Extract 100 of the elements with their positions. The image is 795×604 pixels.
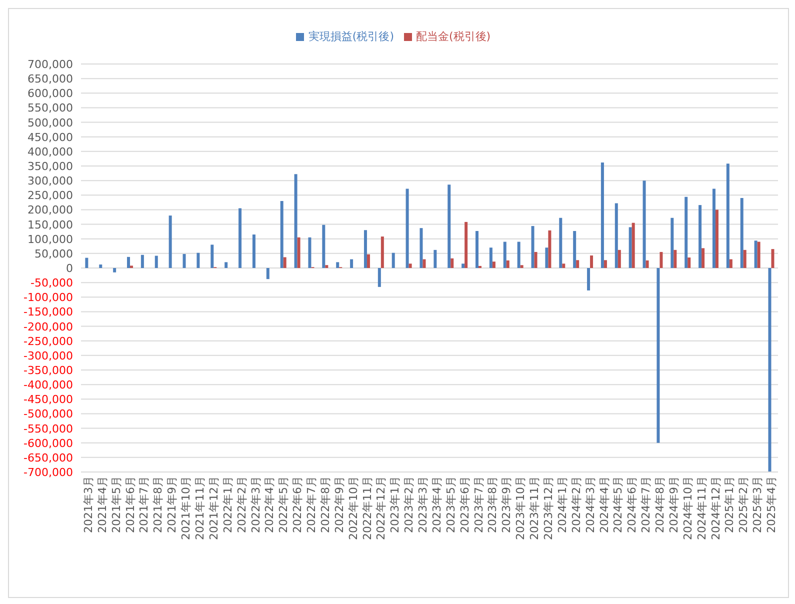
x-tick-label: 2021年7月 xyxy=(138,476,151,533)
x-tick-label: 2023年5月 xyxy=(444,476,458,533)
y-tick-label: 100,000 xyxy=(28,232,73,246)
y-tick-label: 650,000 xyxy=(28,72,73,86)
bar xyxy=(562,264,566,268)
y-tick-label: 150,000 xyxy=(28,218,73,232)
x-tick-label: 2025年2月 xyxy=(737,476,750,533)
x-tick-label: 2023年8月 xyxy=(486,476,500,533)
x-tick-label: 2022年11月 xyxy=(360,476,374,540)
x-tick-label: 2023年3月 xyxy=(416,476,430,533)
y-tick-label: -150,000 xyxy=(24,306,73,319)
y-tick-label: -500,000 xyxy=(24,408,73,421)
bar xyxy=(674,250,677,268)
bar xyxy=(420,228,423,268)
x-tick-label: 2022年9月 xyxy=(332,476,346,533)
y-tick-label: -200,000 xyxy=(24,320,73,334)
y-tick-label: -250,000 xyxy=(24,334,73,348)
bar xyxy=(670,218,674,268)
x-tick-label: 2023年6月 xyxy=(458,476,472,533)
x-tick-label: 2022年5月 xyxy=(277,476,290,533)
bar xyxy=(632,222,635,268)
bar xyxy=(392,252,395,268)
y-tick-label: -450,000 xyxy=(24,393,73,406)
y-tick-label: 300,000 xyxy=(28,174,73,188)
x-tick-label: 2021年8月 xyxy=(152,476,165,533)
bar xyxy=(408,264,412,268)
y-tick-label: -300,000 xyxy=(24,349,73,362)
bar xyxy=(99,264,102,268)
x-tick-label: 2022年3月 xyxy=(249,476,262,533)
x-tick-label: 2022年6月 xyxy=(291,476,304,533)
legend-label: 実現損益(税引後) xyxy=(308,30,394,43)
bar xyxy=(698,205,702,268)
x-tick-label: 2025年4月 xyxy=(765,476,778,533)
bar xyxy=(380,236,384,268)
bar xyxy=(322,224,326,268)
y-tick-label: -550,000 xyxy=(24,422,73,436)
bar xyxy=(576,260,580,268)
bar xyxy=(702,248,705,268)
x-tick-label: 2023年9月 xyxy=(500,476,514,533)
x-tick-label: 2024年5月 xyxy=(612,476,625,533)
legend-label: 配当金(税引後) xyxy=(416,30,491,43)
y-tick-label: -700,000 xyxy=(24,466,73,479)
x-tick-label: 2024年11月 xyxy=(695,476,708,540)
bar xyxy=(743,250,746,268)
y-tick-label: 500,000 xyxy=(28,116,73,130)
bar xyxy=(587,268,590,290)
bar xyxy=(434,250,437,268)
y-tick-label: 600,000 xyxy=(28,87,73,100)
x-tick-label: 2021年6月 xyxy=(124,476,137,533)
x-tick-label: 2024年12月 xyxy=(709,476,722,540)
bar xyxy=(238,208,242,268)
y-tick-label: -350,000 xyxy=(24,364,73,377)
bar xyxy=(489,248,492,268)
bar xyxy=(378,268,381,287)
bar xyxy=(559,218,562,268)
bar xyxy=(545,248,548,268)
x-tick-label: 2023年1月 xyxy=(388,476,402,533)
x-tick-label: 2023年12月 xyxy=(542,476,555,540)
bar xyxy=(336,262,340,268)
bar xyxy=(506,260,510,268)
bar xyxy=(688,258,691,268)
bar xyxy=(618,250,621,268)
x-tick-label: 2024年2月 xyxy=(570,476,583,533)
bar xyxy=(224,262,228,268)
bar xyxy=(771,249,774,268)
y-tick-label: 700,000 xyxy=(28,58,73,71)
x-tick-label: 2023年2月 xyxy=(402,476,416,533)
bar xyxy=(729,259,732,268)
bar xyxy=(182,254,186,268)
x-tick-label: 2021年10月 xyxy=(180,476,193,540)
bar xyxy=(520,265,524,268)
bar xyxy=(531,226,534,268)
x-tick-label: 2023年7月 xyxy=(472,476,486,533)
bar xyxy=(366,254,370,268)
y-tick-label: 450,000 xyxy=(28,130,73,144)
bar xyxy=(712,188,716,268)
bar xyxy=(252,234,256,268)
bar xyxy=(757,242,760,268)
bar xyxy=(308,237,312,268)
x-tick-label: 2023年10月 xyxy=(514,476,528,540)
bar xyxy=(127,256,130,268)
y-tick-label: 200,000 xyxy=(28,204,73,217)
x-tick-label: 2022年12月 xyxy=(374,476,388,540)
bar xyxy=(660,252,663,268)
bar xyxy=(754,240,758,268)
bar xyxy=(464,222,468,268)
x-tick-label: 2021年11月 xyxy=(193,476,206,540)
bar xyxy=(476,230,478,268)
bar xyxy=(628,227,632,268)
x-tick-label: 2022年10月 xyxy=(346,476,360,540)
bar xyxy=(656,268,660,443)
y-tick-label: 50,000 xyxy=(34,247,73,260)
bar xyxy=(517,242,520,268)
bar xyxy=(196,252,200,268)
bar xyxy=(280,200,284,268)
bar xyxy=(646,260,649,268)
x-tick-label: 2024年9月 xyxy=(667,476,680,533)
x-tick-label: 2024年3月 xyxy=(584,476,597,533)
x-tick-label: 2022年2月 xyxy=(235,476,248,533)
bar xyxy=(283,257,286,268)
